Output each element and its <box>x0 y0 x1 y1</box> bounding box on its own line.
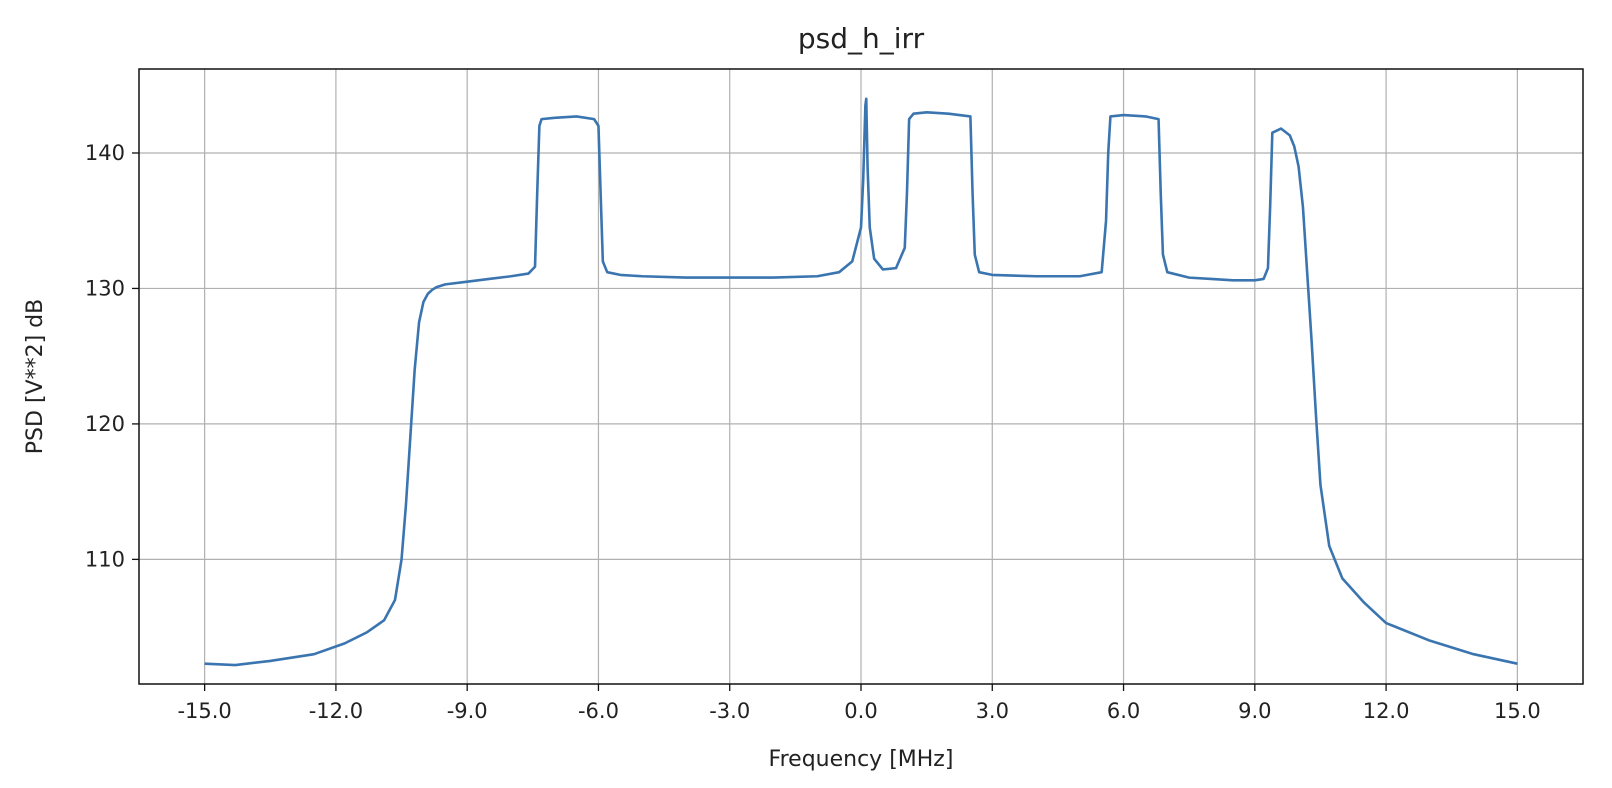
x-tick-label: 9.0 <box>1238 699 1271 723</box>
x-tick-label: -15.0 <box>177 699 231 723</box>
y-tick-label: 120 <box>85 412 125 436</box>
x-tick-label: 15.0 <box>1494 699 1541 723</box>
x-tick-label: -3.0 <box>709 699 750 723</box>
y-tick-label: 140 <box>85 141 125 165</box>
grid <box>139 69 1583 684</box>
y-tick-label: 110 <box>85 547 125 571</box>
x-tick-label: -6.0 <box>578 699 619 723</box>
x-tick-label: 6.0 <box>1107 699 1140 723</box>
x-tick-label: -12.0 <box>309 699 363 723</box>
x-tick-label: 12.0 <box>1363 699 1410 723</box>
y-axis-label: PSD [V**2] dB <box>23 299 48 454</box>
psd-series-line <box>204 97 1518 667</box>
y-tick-label: 130 <box>85 276 125 300</box>
x-axis-label: Frequency [MHz] <box>769 747 954 772</box>
x-axis-ticks: -15.0 -12.0 -9.0 -6.0 -3.0 0.0 3.0 6.0 9.0 12.0 15… <box>177 684 1541 723</box>
x-tick-label: -9.0 <box>447 699 488 723</box>
x-tick-label: 0.0 <box>844 699 877 723</box>
y-axis-ticks: 110 120 130 140 <box>85 141 139 571</box>
chart-title: psd_h_irr <box>798 22 925 55</box>
series-line-group <box>204 97 1518 667</box>
x-tick-label: 3.0 <box>976 699 1009 723</box>
